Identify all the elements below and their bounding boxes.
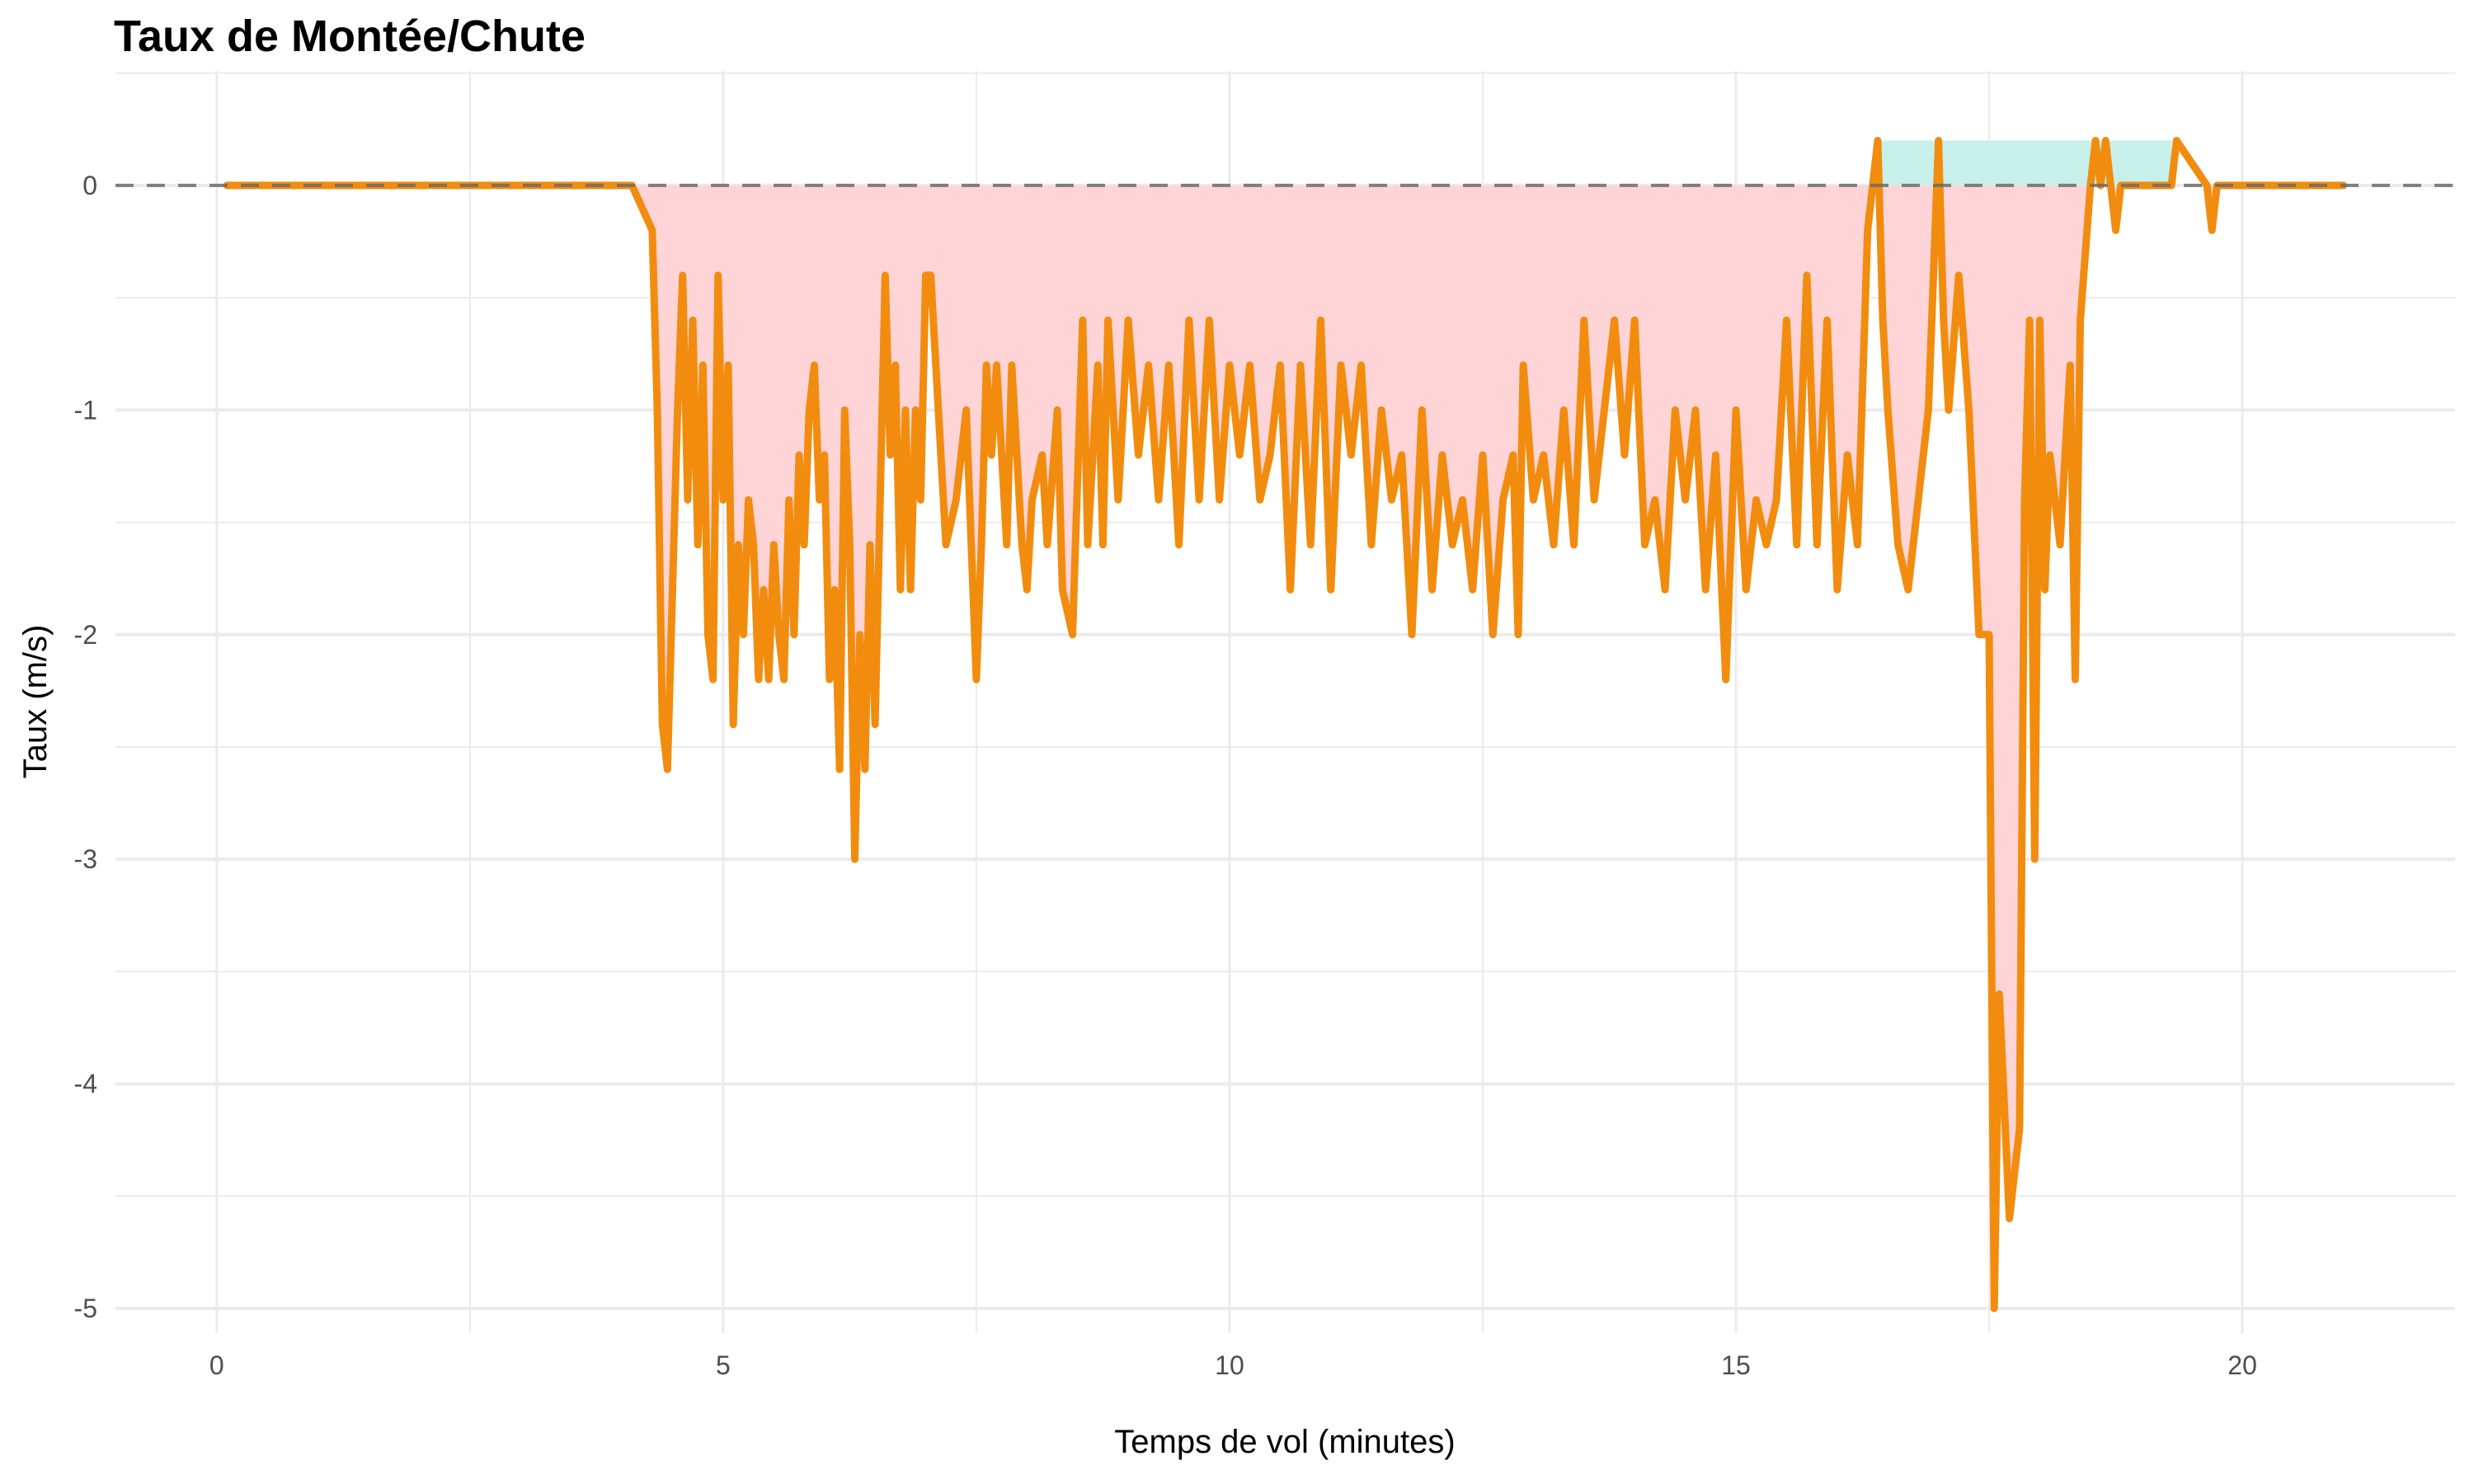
x-tick-label: 0 bbox=[209, 1350, 224, 1380]
y-tick-label: -2 bbox=[74, 620, 97, 650]
series-line bbox=[223, 136, 2348, 1313]
x-tick-label: 10 bbox=[1215, 1350, 1244, 1380]
x-tick-label: 20 bbox=[2227, 1350, 2257, 1380]
y-tick-label: 0 bbox=[82, 171, 97, 200]
x-axis-ticks: 0 5 10 15 20 bbox=[209, 1350, 2257, 1380]
x-axis-label: Temps de vol (minutes) bbox=[1114, 1424, 1455, 1460]
y-tick-label: -5 bbox=[74, 1294, 97, 1323]
ascent-band bbox=[1877, 140, 2172, 186]
x-tick-label: 15 bbox=[1721, 1350, 1751, 1380]
y-tick-label: -3 bbox=[74, 844, 97, 874]
y-axis-label: Taux (m/s) bbox=[17, 625, 54, 779]
y-tick-label: -1 bbox=[74, 395, 97, 425]
y-tick-label: -4 bbox=[74, 1069, 97, 1099]
chart-title: Taux de Montée/Chute bbox=[114, 12, 586, 61]
x-tick-label: 5 bbox=[716, 1350, 731, 1380]
y-axis-ticks: 0 -1 -2 -3 -4 -5 bbox=[74, 171, 97, 1323]
